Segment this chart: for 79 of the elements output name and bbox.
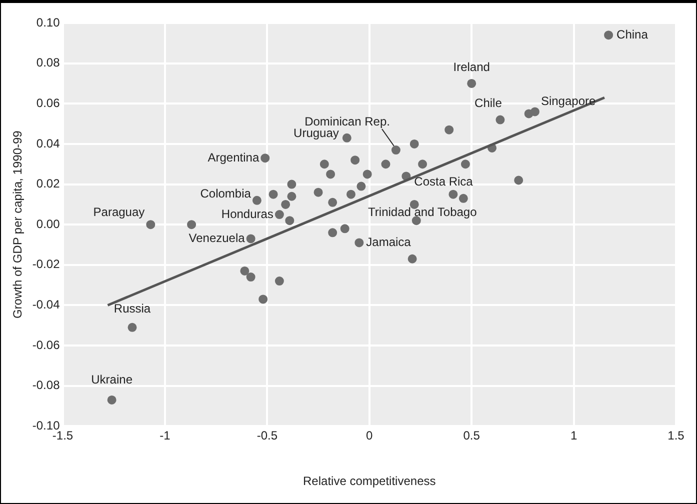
point <box>320 160 329 169</box>
y-tick-label: 0.02 <box>36 176 60 191</box>
point <box>342 133 352 142</box>
x-tick-label: -0.5 <box>256 428 278 443</box>
y-tick-label: 0.10 <box>36 15 60 30</box>
point <box>260 154 270 163</box>
annotation: Colombia <box>200 186 252 201</box>
y-tick-label: 0.06 <box>36 96 60 110</box>
point <box>314 188 323 197</box>
annotation: Paraguay <box>93 204 145 219</box>
point <box>246 234 256 244</box>
x-tick-label: 1.5 <box>668 428 685 443</box>
x-tick-label: 0.5 <box>463 428 480 443</box>
point <box>444 125 454 134</box>
point <box>514 176 524 185</box>
annotation: Argentina <box>208 150 260 164</box>
point <box>412 216 421 226</box>
x-tick-label: 0 <box>366 428 374 443</box>
annotation: Ireland <box>453 60 490 74</box>
annotation: Singapore <box>540 94 596 108</box>
point <box>287 180 296 189</box>
point <box>467 78 476 88</box>
point <box>381 160 390 169</box>
annotation: Russia <box>114 302 151 316</box>
point <box>287 192 296 201</box>
point <box>530 107 540 116</box>
point <box>246 272 256 282</box>
point <box>460 160 470 169</box>
y-tick-label: 0.08 <box>36 56 60 70</box>
point <box>146 220 156 230</box>
x-axis-title: Relative competitiveness <box>303 474 436 488</box>
point <box>274 210 284 220</box>
point <box>418 160 428 169</box>
point <box>258 294 268 304</box>
annotation: Trinidad and Tobago <box>368 204 478 219</box>
annotation: Jamaica <box>366 235 412 250</box>
point <box>346 190 356 199</box>
annotation: China <box>616 27 648 42</box>
point <box>458 194 468 203</box>
y-tick-label: -0.04 <box>32 298 60 312</box>
annotation: Uruguay <box>294 126 339 140</box>
point <box>362 170 372 179</box>
point <box>448 190 458 199</box>
point <box>252 196 262 205</box>
y-tick-label: -0.06 <box>32 338 60 352</box>
point <box>326 170 336 179</box>
point <box>391 146 400 155</box>
point <box>187 220 196 230</box>
point <box>240 266 250 276</box>
point <box>340 224 350 234</box>
x-tick-label: -1.5 <box>52 428 74 443</box>
x-tick-label: 1 <box>570 428 578 443</box>
point <box>128 322 137 332</box>
y-tick-label: -0.02 <box>32 257 60 272</box>
annotation: Ukraine <box>91 372 133 386</box>
point <box>604 30 614 40</box>
point <box>356 182 366 191</box>
point <box>328 198 338 207</box>
point <box>354 238 364 248</box>
point <box>328 228 338 238</box>
y-tick-label: -0.08 <box>32 378 60 392</box>
point <box>285 216 294 226</box>
point <box>408 254 417 264</box>
annotation: Chile <box>474 96 502 110</box>
x-tick-label: -1 <box>160 428 171 443</box>
point <box>496 115 505 124</box>
annotation: Venezuela <box>188 231 246 246</box>
point <box>281 200 290 209</box>
annotation: Dominican Rep. <box>304 114 390 128</box>
point <box>268 190 278 199</box>
point <box>350 156 360 165</box>
y-tick-label: 0.04 <box>36 136 60 150</box>
point <box>410 139 419 148</box>
y-tick-label: 0.00 <box>36 216 60 231</box>
annotation: Honduras <box>221 206 274 221</box>
point <box>274 276 284 286</box>
y-axis-title: Growth of GDP per capita, 1990-99 <box>10 130 25 319</box>
annotation: Costa Rica <box>414 174 474 189</box>
point <box>107 395 116 404</box>
